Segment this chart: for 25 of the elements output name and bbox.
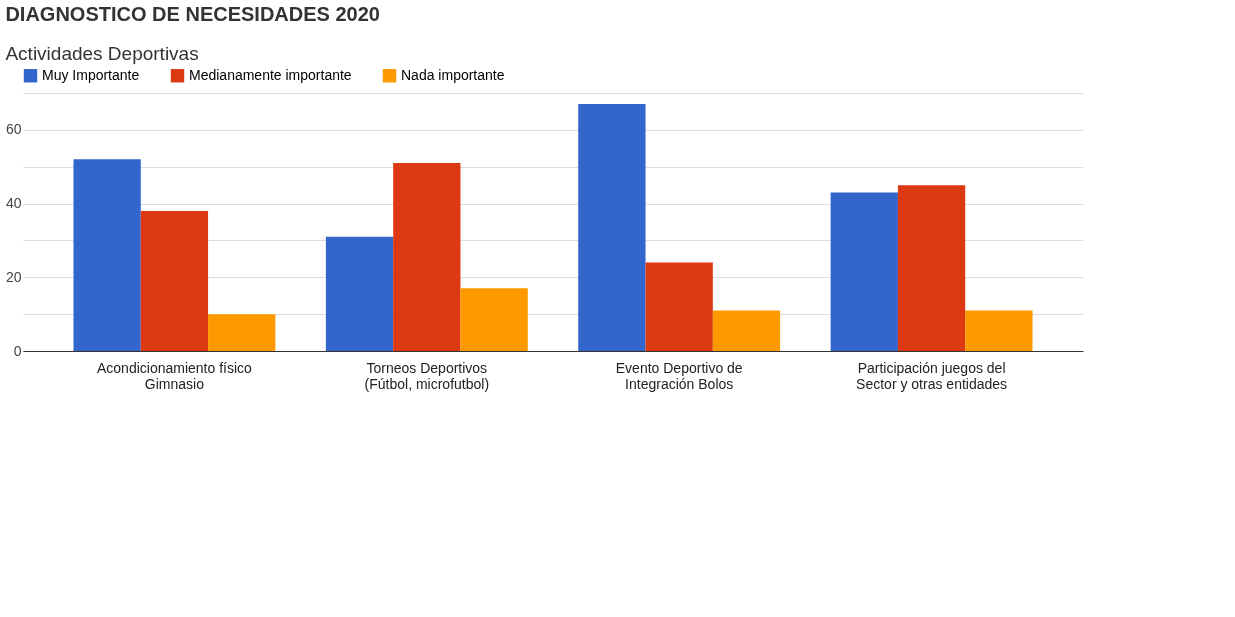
chart-subtitle: Actividades Deportivas [5,43,199,64]
legend-label: Medianamente importante [189,66,352,83]
x-tick-label: Torneos Deportivos (Fútbol, microfutbol) [364,359,490,392]
x-tick-label: Participación juegos del Sector y otras entidades [856,359,1008,392]
y-tick-label: 40 [5,195,22,212]
bar [393,163,461,351]
y-tick-label: 0 [13,342,22,359]
bar [73,159,141,351]
bar [325,236,394,351]
y-tick-label: 20 [5,268,22,285]
bar [208,314,276,351]
bar [830,192,898,351]
bar [645,262,713,351]
bar [578,104,646,351]
bar [965,310,1033,351]
chart-title: DIAGNOSTICO DE NECESIDADES 2020 [5,3,380,25]
x-tick-label: Acondicionamiento físico Gimnasio [96,359,253,392]
legend-label: Muy Importante [42,66,140,83]
x-tick-label: Evento Deportivo de Integración Bolos [615,359,743,392]
y-tick-label: 60 [5,121,22,138]
bar [140,210,209,351]
bar [897,185,966,351]
legend-label: Nada importante [401,66,505,83]
bar [712,310,781,351]
bar [460,288,528,351]
